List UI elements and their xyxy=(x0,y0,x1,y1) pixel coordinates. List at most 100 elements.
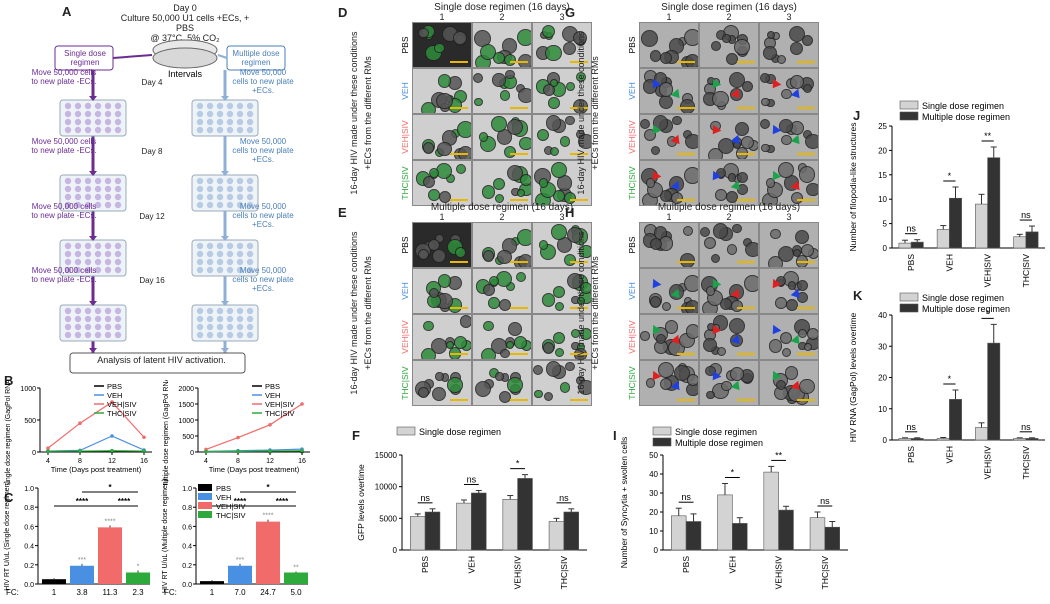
cell-blob xyxy=(721,381,732,392)
y-tick-label: 1.0 xyxy=(182,486,192,493)
sig-label: ns xyxy=(906,224,916,234)
plate-well xyxy=(206,331,214,339)
plate-well xyxy=(236,201,244,209)
fold-change-label: 1 xyxy=(52,588,57,597)
cell-blob xyxy=(806,182,818,197)
cell-blob xyxy=(428,189,440,201)
plate-well xyxy=(64,266,72,274)
cell-blob xyxy=(679,98,695,113)
sig-label: * xyxy=(948,171,952,181)
cell-blob xyxy=(716,346,726,356)
cell-blob xyxy=(798,329,808,339)
plate-well xyxy=(114,315,122,323)
plate-well xyxy=(84,307,92,315)
plate-well xyxy=(94,315,102,323)
scale-bar xyxy=(737,153,755,155)
plate-well xyxy=(246,102,254,110)
cell-blob xyxy=(554,347,565,357)
plate-well xyxy=(216,323,224,331)
category-label: VEH xyxy=(944,446,954,463)
micro-image xyxy=(472,160,532,206)
chart-f: 0 5000 10000 15000 ns PBS ns VEH * VEH|SIV ns THC|S… xyxy=(356,426,587,589)
cell-blob xyxy=(577,379,591,396)
plate-well xyxy=(104,242,112,250)
single-arrowhead xyxy=(89,348,97,353)
micro-column-label: 1 xyxy=(666,212,672,222)
micro-image xyxy=(639,22,699,68)
cell-blob xyxy=(777,245,795,263)
cell-blob xyxy=(430,337,448,355)
plate-well xyxy=(196,110,204,118)
cell-blob xyxy=(453,31,468,46)
cell-blob xyxy=(684,167,698,184)
scale-bar xyxy=(737,199,755,201)
micro-image xyxy=(532,22,592,68)
plate-well xyxy=(114,177,122,185)
bar xyxy=(732,523,748,551)
plate-well xyxy=(104,177,112,185)
cell-blob xyxy=(656,334,667,345)
scale-bar xyxy=(450,199,468,201)
plate-well xyxy=(206,126,214,134)
data-point xyxy=(78,421,82,425)
bar xyxy=(936,229,950,249)
scale-bar xyxy=(677,261,695,263)
scale-bar xyxy=(510,61,528,63)
category-label: THC|SIV xyxy=(1021,254,1031,288)
scale-bar xyxy=(450,61,468,63)
bar xyxy=(70,565,94,584)
sig-label: ** xyxy=(775,450,783,460)
y-tick-label: 1000 xyxy=(20,386,36,393)
day0-label: Day 0 xyxy=(173,3,197,13)
cell-blob xyxy=(503,54,516,67)
cell-blob xyxy=(517,87,531,104)
cell-blob xyxy=(740,135,755,150)
legend-label: THC|SIV xyxy=(216,511,245,520)
cell-blob xyxy=(730,87,744,101)
micro-image xyxy=(532,268,592,314)
bar xyxy=(949,399,962,441)
plate-well xyxy=(246,126,254,134)
chart-c-left: 0.0 0.2 0.4 0.6 0.8 1.0 1 *** 3.8 **** 11.3 * 2.3 FC:… xyxy=(4,481,150,597)
cell-blob xyxy=(799,378,816,395)
plate-well xyxy=(216,118,224,126)
plate-well xyxy=(84,201,92,209)
y-tick-label: 30 xyxy=(649,489,658,498)
analysis-box xyxy=(69,352,246,374)
micro-image xyxy=(639,160,699,206)
day-label: Day 12 xyxy=(139,212,165,221)
multiple-step-label: Move 50,000 cells to new plate +ECs. xyxy=(232,202,294,229)
single-step-label: Move 50,000 cells to new plate -ECs. xyxy=(31,266,97,284)
cell-blob xyxy=(798,166,816,183)
plate-well xyxy=(114,102,122,110)
cell-blob xyxy=(482,250,495,262)
legend-swatch xyxy=(198,511,212,518)
y-tick-label: 15000 xyxy=(375,451,398,460)
micro-image xyxy=(472,360,532,406)
y-tick-label: 0 xyxy=(883,244,888,253)
plate-well xyxy=(74,177,82,185)
cell-blob xyxy=(781,347,792,357)
single-step-label: Move 50,000 cells to new plate -ECs. xyxy=(31,68,97,86)
micro-column-label: 1 xyxy=(439,12,445,22)
cell-blob xyxy=(649,237,662,250)
single-arrowhead xyxy=(89,301,97,306)
plate-well xyxy=(104,126,112,134)
plate-well xyxy=(114,266,122,274)
y-axis-label: Single dose regimen (GagPol RNA: Fold Δ) xyxy=(5,380,12,485)
bar xyxy=(910,438,924,441)
plate-well xyxy=(64,110,72,118)
cell-blob xyxy=(447,377,463,393)
scale-bar xyxy=(510,399,528,401)
cell-blob xyxy=(513,335,528,350)
chart-c-right: 0.0 0.2 0.4 0.6 0.8 1.0 1 *** 7.0 **** 24.7 ** 5.0 FC… xyxy=(162,479,308,597)
fold-change-label: 24.7 xyxy=(260,588,276,597)
data-point xyxy=(110,448,114,453)
plate-well xyxy=(226,258,234,266)
y-axis-label: GFP levels overtime xyxy=(356,464,366,541)
cell-blob xyxy=(672,115,682,126)
plate-well xyxy=(196,331,204,339)
bar-significance: ** xyxy=(293,565,299,572)
cell-blob xyxy=(517,229,531,246)
micro-image xyxy=(639,314,699,360)
